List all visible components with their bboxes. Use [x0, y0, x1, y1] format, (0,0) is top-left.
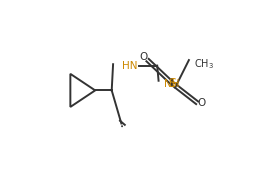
Text: O: O [139, 52, 147, 62]
Text: NH: NH [164, 79, 180, 88]
Text: HN: HN [122, 61, 138, 71]
Text: O: O [197, 98, 205, 108]
Text: CH$_3$: CH$_3$ [194, 57, 215, 71]
Text: S: S [168, 77, 176, 90]
